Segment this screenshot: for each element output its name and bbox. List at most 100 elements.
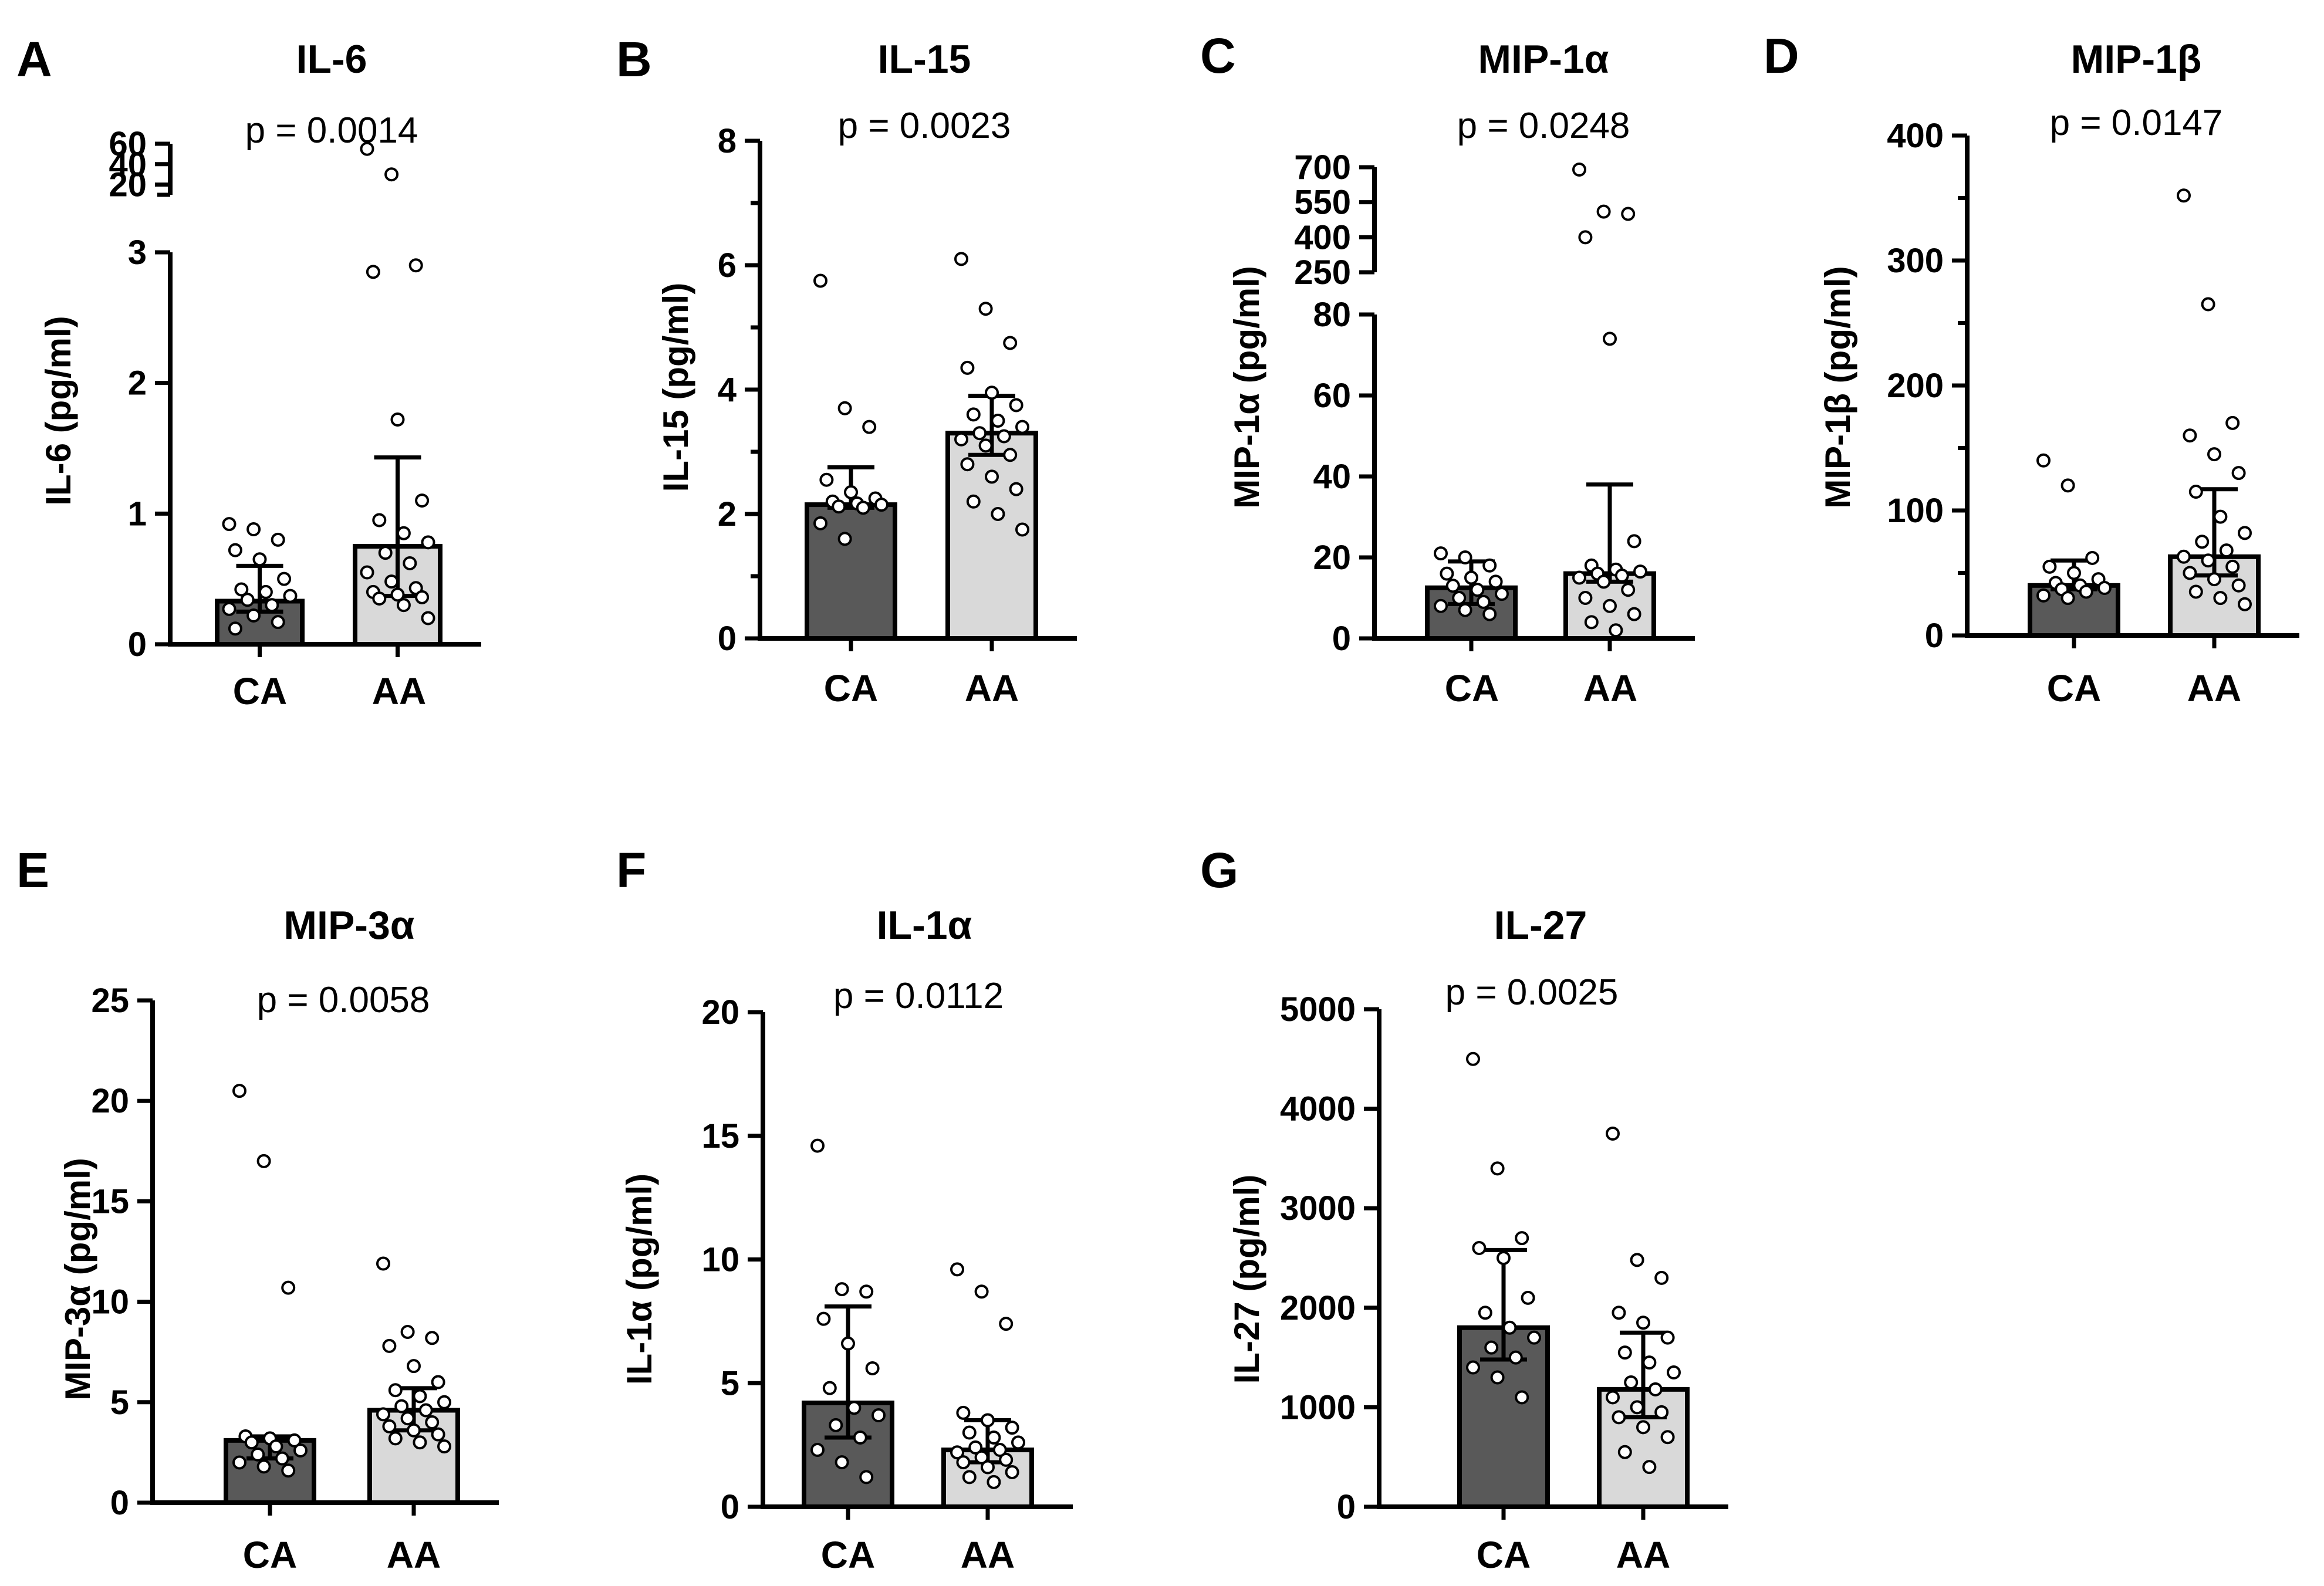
point-ca	[810, 1138, 825, 1153]
point-ca	[1478, 1306, 1492, 1320]
point-aa	[2195, 535, 2210, 549]
point-ca	[222, 601, 237, 616]
y-axis-label: IL-1α (pg/ml)	[620, 1174, 659, 1385]
y-tick-label: 5	[721, 1364, 739, 1402]
point-ca	[2060, 478, 2075, 493]
point-ca	[2036, 588, 2051, 603]
point-ca	[1515, 1390, 1529, 1405]
point-aa	[1578, 591, 1593, 605]
point-ca	[1515, 1231, 1529, 1246]
chart-title: IL-27	[1494, 903, 1587, 948]
point-aa	[388, 1431, 403, 1446]
point-ca	[2097, 581, 2112, 596]
point-aa	[966, 494, 981, 509]
y-tick-label: 400	[1887, 117, 1944, 155]
point-aa	[1621, 207, 1636, 221]
point-aa	[2207, 572, 2221, 587]
point-ca	[228, 543, 242, 557]
panel-mip1b: D MIP-1β p = 0.0147 MIP-1β (pg/ml) 0 100 2…	[1764, 28, 2299, 709]
point-aa	[360, 565, 374, 580]
x-tick-label-ca: CA	[233, 670, 287, 712]
panel-il27: G IL-27 p = 0.0025 IL-27 (pg/ml) 0 1000 20…	[1200, 843, 1728, 1576]
p-value: p = 0.0147	[2050, 103, 2223, 143]
point-aa	[1630, 1400, 1644, 1415]
point-ca	[810, 1443, 825, 1458]
point-aa	[2188, 584, 2203, 599]
point-ca	[287, 1433, 302, 1448]
point-ca	[1452, 591, 1467, 605]
point-aa	[992, 1443, 1007, 1458]
point-ca	[874, 498, 889, 512]
point-aa	[1578, 230, 1593, 245]
point-aa	[1005, 1421, 1019, 1435]
point-aa	[376, 1256, 390, 1271]
panel-letter-e: E	[16, 843, 49, 898]
point-aa	[1630, 1253, 1644, 1267]
panel-il1a: F IL-1α p = 0.0112 IL-1α (pg/ml) 0 5 10 15 2…	[616, 843, 1073, 1576]
point-ca	[841, 1336, 855, 1351]
point-ca	[829, 1418, 843, 1432]
y-tick-label: 25	[91, 982, 129, 1020]
point-ca	[835, 1282, 849, 1297]
point-aa	[954, 432, 968, 447]
y-tick-label: 10	[701, 1241, 739, 1279]
point-ca	[1521, 1290, 1535, 1305]
point-ca	[822, 1381, 837, 1395]
chart-title: MIP-3α	[283, 903, 414, 948]
y-tick-label: 15	[701, 1117, 739, 1155]
point-ca	[847, 1401, 862, 1415]
y-tick-label: 550	[1294, 184, 1351, 222]
data-points	[813, 252, 1029, 546]
y-tick-label: 20	[91, 1082, 129, 1120]
point-aa	[431, 1427, 445, 1442]
point-aa	[974, 1450, 989, 1465]
y-tick-label: 15	[91, 1182, 129, 1220]
y-tick-label: 40	[109, 146, 147, 184]
point-aa	[956, 1455, 971, 1470]
data-points	[2036, 188, 2252, 611]
panel-il15: B IL-15 p = 0.0023 IL-15 (pg/ml) 0 2 4 6 8 C…	[616, 32, 1077, 709]
y-axis-label: IL-27 (pg/ml)	[1227, 1175, 1266, 1384]
y-tick-label: 10	[91, 1283, 129, 1321]
point-ca	[244, 1435, 259, 1450]
point-ca	[1484, 1340, 1499, 1355]
chart-title: IL-1α	[877, 903, 972, 948]
point-ca	[2079, 584, 2093, 599]
point-aa	[437, 1439, 451, 1454]
point-ca	[859, 1470, 874, 1484]
point-ca	[246, 522, 261, 537]
point-aa	[1617, 1445, 1632, 1459]
y-tick-label: 4	[718, 371, 737, 409]
y-tick-label: 400	[1294, 218, 1351, 256]
point-aa	[999, 1317, 1014, 1331]
y-axis-label: IL-15 (pg/ml)	[656, 283, 695, 492]
point-aa	[968, 1440, 983, 1455]
point-ca	[1476, 594, 1491, 609]
y-tick-label: 5000	[1280, 990, 1356, 1029]
point-aa	[2183, 566, 2197, 580]
point-aa	[954, 252, 968, 266]
point-ca	[251, 1447, 265, 1462]
point-aa	[425, 1331, 440, 1345]
point-ca	[1466, 1051, 1480, 1066]
panel-letter-f: F	[616, 843, 646, 898]
point-aa	[956, 1405, 971, 1420]
point-aa	[415, 590, 430, 604]
panel-mip3a: E MIP-3α p = 0.0058 MIP-3α (pg/ml) 0 5 10 1…	[16, 843, 499, 1576]
y-tick-label: 700	[1294, 148, 1351, 187]
point-aa	[1603, 332, 1617, 346]
point-aa	[2177, 549, 2191, 564]
point-aa	[1654, 1270, 1669, 1285]
point-aa	[1660, 1330, 1675, 1345]
point-aa	[2238, 597, 2252, 611]
y-tick-label: 200	[1887, 367, 1944, 405]
point-ca	[1488, 574, 1503, 589]
panel-letter-b: B	[616, 32, 652, 87]
point-aa	[972, 426, 987, 441]
p-value: p = 0.0248	[1457, 106, 1630, 146]
point-ca	[865, 1361, 880, 1375]
point-aa	[408, 258, 423, 273]
point-aa	[360, 141, 374, 156]
point-ca	[1495, 587, 1509, 601]
